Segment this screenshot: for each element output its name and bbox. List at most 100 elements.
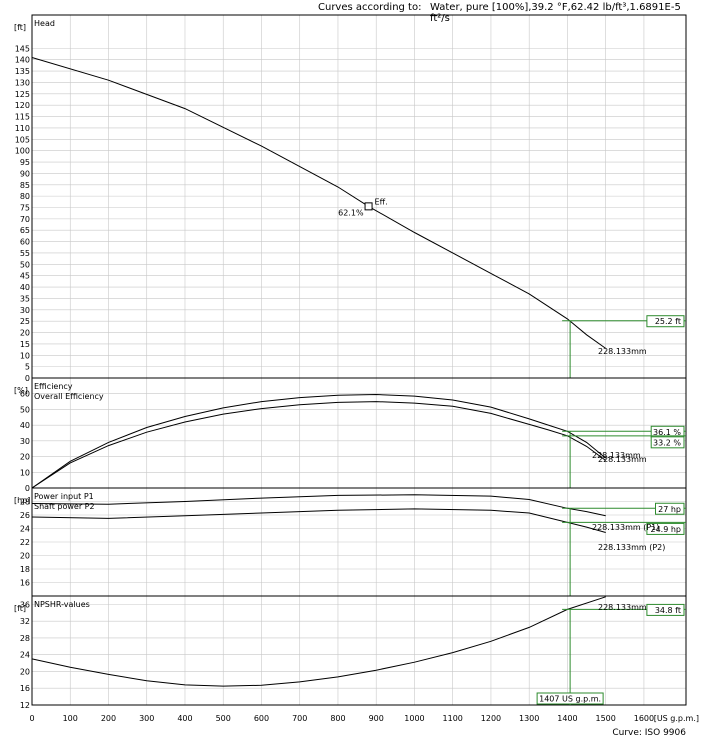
x-tick-label: 1200 — [481, 714, 501, 723]
y-tick-label: 135 — [15, 67, 30, 76]
series-line-0 — [31, 57, 606, 349]
series-line-1 — [31, 508, 606, 533]
chart-header: Curves according to: Water, pure [100%],… — [0, 0, 703, 24]
x-tick-label: 100 — [63, 714, 78, 723]
y-tick-label: 90 — [20, 169, 30, 178]
curve-label-1: 228.133mm — [592, 451, 641, 460]
series-line-0 — [31, 494, 606, 517]
y-tick-label: 145 — [15, 44, 30, 53]
y-tick-label: 45 — [20, 272, 30, 281]
curve-label-p2: 228.133mm (P2) — [598, 543, 665, 552]
x-tick-label: 1000 — [404, 714, 424, 723]
y-tick-label: 20 — [20, 329, 30, 338]
y-tick-label: 36 — [20, 600, 30, 609]
panel-title: Efficiency — [34, 382, 73, 391]
curve-label: 228.133mm — [598, 603, 647, 612]
panel-0: 0 5 10 15 20 25 30 35 40 45 50 55 60 65 70 75 80 85 90 95 10… — [14, 14, 687, 383]
y-tick-label: 30 — [20, 437, 30, 446]
x-tick-label: 200 — [101, 714, 116, 723]
y-tick-label: 20 — [20, 667, 30, 676]
y-tick-label: 100 — [15, 147, 30, 156]
x-tick-label: 0 — [29, 714, 34, 723]
y-unit-label: [hp] — [14, 496, 30, 505]
y-tick-label: 0 — [25, 484, 30, 493]
y-unit-label: [%] — [14, 386, 28, 395]
panel-subtitle: Shaft power P2 — [34, 502, 95, 511]
y-tick-label: 35 — [20, 294, 30, 303]
y-tick-label: 32 — [20, 617, 30, 626]
eff-label: Eff. — [375, 197, 388, 206]
x-tick-label: 800 — [330, 714, 345, 723]
chart-panels: 0 5 10 15 20 25 30 35 40 45 50 55 60 65 70 75 80 85 90 95 10… — [14, 14, 687, 710]
y-tick-label: 20 — [20, 453, 30, 462]
y-tick-label: 24 — [20, 525, 30, 534]
y-tick-label: 60 — [20, 390, 30, 399]
x-tick-label: 700 — [292, 714, 307, 723]
y-tick-label: 0 — [25, 374, 30, 383]
x-tick-label: 500 — [216, 714, 231, 723]
duty-flow-box — [536, 692, 604, 705]
y-tick-label: 20 — [20, 552, 30, 561]
y-tick-label: 24 — [20, 651, 30, 660]
panel-border — [31, 595, 687, 706]
x-tick-label: 1500 — [596, 714, 616, 723]
y-tick-label: 26 — [20, 511, 30, 520]
y-tick-label: 40 — [20, 283, 30, 292]
y-tick-label: 105 — [15, 135, 30, 144]
x-tick-label: 1600 — [634, 714, 654, 723]
duty-value-label: 36.1 % — [653, 428, 681, 437]
eff-value-label: 62.1% — [338, 208, 364, 217]
x-tick-label: 900 — [369, 714, 384, 723]
panel-title: Head — [34, 19, 55, 28]
y-tick-label: 10 — [20, 351, 30, 360]
y-tick-label: 15 — [20, 340, 30, 349]
y-tick-label: 5 — [25, 363, 30, 372]
y-tick-label: 18 — [20, 565, 30, 574]
curve-label-2: 228.133mm — [598, 455, 647, 464]
y-tick-label: 55 — [20, 249, 30, 258]
y-tick-label: 28 — [20, 498, 30, 507]
y-unit-label: [ft] — [14, 604, 26, 613]
eff-marker — [364, 202, 373, 211]
duty-value-box — [646, 522, 685, 535]
y-tick-label: 65 — [20, 226, 30, 235]
y-tick-label: 140 — [15, 56, 30, 65]
y-tick-label: 95 — [20, 158, 30, 167]
duty-value-box — [655, 502, 685, 515]
y-unit-label: [ft] — [14, 23, 26, 32]
curve-label-p1: 228.133mm (P1) — [592, 523, 659, 532]
duty-value-label: 25.2 ft — [655, 317, 681, 326]
y-tick-label: 130 — [15, 78, 30, 87]
y-tick-label: 115 — [15, 113, 30, 122]
duty-value-label: 34.8 ft — [655, 606, 681, 615]
x-tick-label: 600 — [254, 714, 269, 723]
y-tick-label: 85 — [20, 181, 30, 190]
y-tick-label: 30 — [20, 306, 30, 315]
x-unit-label: [US g.p.m.] — [654, 714, 699, 723]
x-axis: 0 100 200 300 400 500 600 700 800 900 1000 1100 1200… — [29, 714, 699, 723]
x-tick-label: 1300 — [519, 714, 539, 723]
conditions-value: Water, pure [100%],39.2 °F,62.42 lb/ft³,… — [430, 2, 681, 24]
panel-3: 12 16 20 24 28 32 36[ft] NPSHR-values 34.8 ft 228… — [14, 595, 687, 710]
panel-title: Power input P1 — [34, 492, 94, 501]
y-tick-label: 80 — [20, 192, 30, 201]
y-tick-label: 16 — [20, 579, 30, 588]
y-tick-label: 70 — [20, 215, 30, 224]
curve-standard-label: Curve: ISO 9906 — [612, 728, 686, 738]
y-tick-label: 110 — [15, 124, 30, 133]
series-line-0 — [31, 596, 606, 687]
y-tick-label: 120 — [15, 101, 30, 110]
y-tick-label: 125 — [15, 90, 30, 99]
y-tick-label: 75 — [20, 204, 30, 213]
y-tick-label: 22 — [20, 538, 30, 547]
series-line-0 — [31, 393, 607, 489]
duty-value-box — [650, 436, 685, 449]
x-tick-label: 300 — [139, 714, 154, 723]
y-tick-label: 16 — [20, 684, 30, 693]
duty-value-label: 24.9 hp — [650, 525, 681, 534]
duty-value-box — [646, 315, 685, 328]
duty-value-box — [646, 603, 685, 616]
